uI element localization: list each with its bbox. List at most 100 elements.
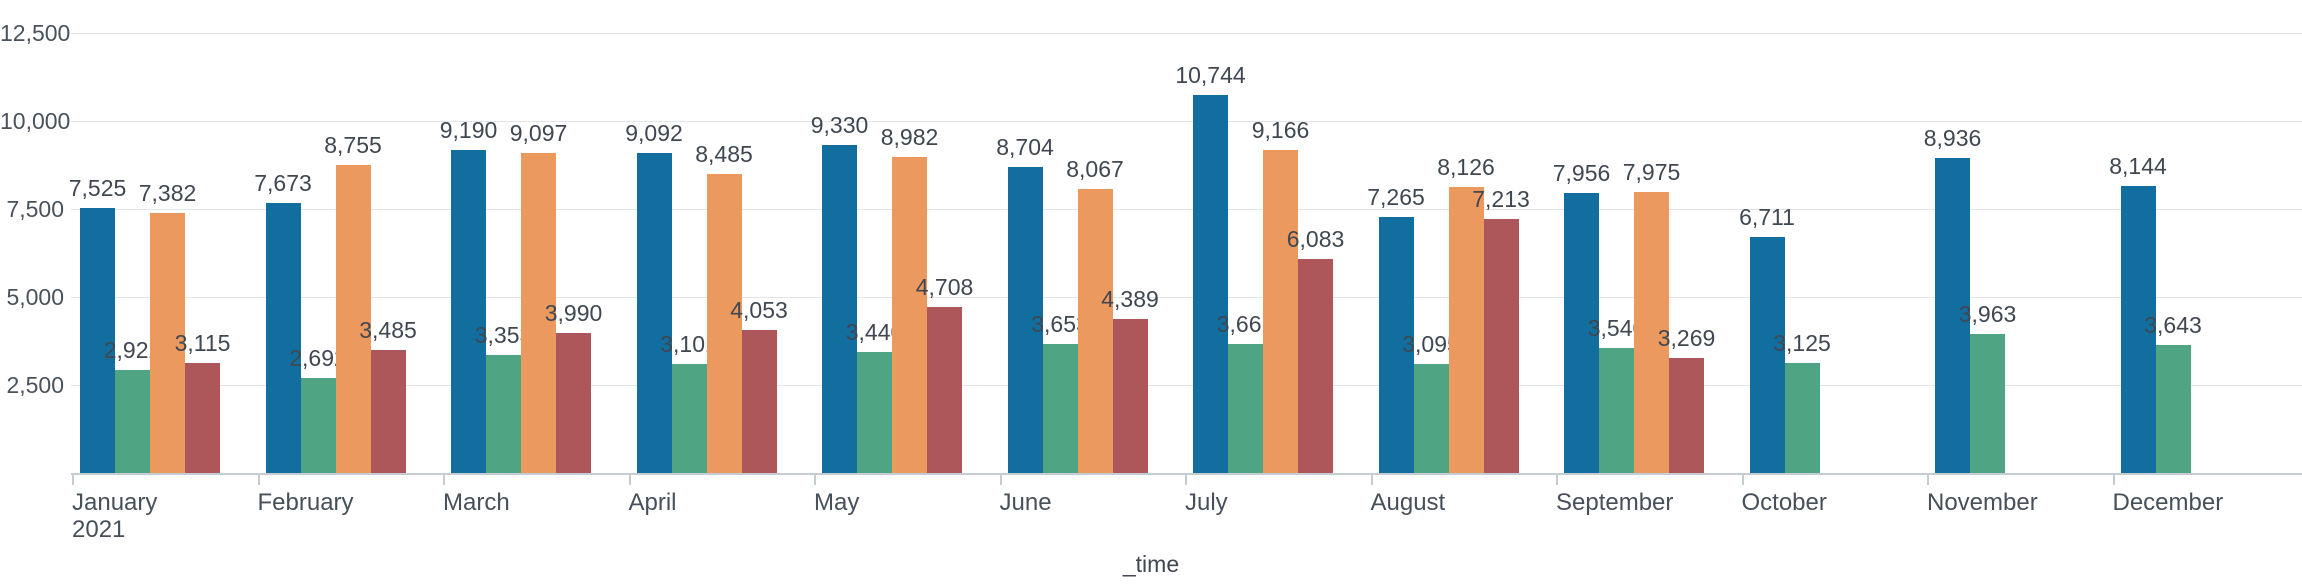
x-axis-label-august: August — [1370, 489, 1446, 516]
bar-value-label: 10,744 — [1175, 61, 1246, 88]
gridline-5000 — [71, 296, 2302, 298]
bar-december-series_green[interactable] — [2155, 344, 2191, 473]
bar-february-series_orange[interactable] — [335, 164, 371, 473]
bar-january-series_red[interactable] — [185, 363, 220, 473]
bar-march-series_red[interactable] — [556, 332, 591, 473]
gridline-12500 — [71, 32, 2302, 34]
bar-january-series_orange[interactable] — [150, 213, 185, 473]
bar-august-series_green[interactable] — [1413, 364, 1449, 473]
x-axis-tick-june — [999, 475, 1002, 485]
x-axis-tick-february — [257, 475, 260, 485]
bar-november-series_blue[interactable] — [1935, 158, 1970, 473]
bar-february-series_red[interactable] — [370, 350, 406, 473]
bar-value-label: 7,213 — [1472, 186, 1530, 213]
x-axis-label-september: September — [1556, 489, 1674, 516]
bar-value-label: 4,708 — [915, 274, 974, 301]
bar-september-series_orange[interactable] — [1634, 192, 1669, 473]
bar-november-series_green[interactable] — [1970, 333, 2005, 473]
bar-value-label: 8,067 — [1066, 156, 1124, 183]
bar-october-series_green[interactable] — [1784, 363, 1820, 473]
bar-value-label: 7,956 — [1552, 159, 1611, 186]
bar-april-series_orange[interactable] — [706, 174, 742, 473]
bar-july-series_orange[interactable] — [1263, 150, 1298, 473]
bar-value-label: 7,382 — [138, 180, 197, 207]
bar-april-series_green[interactable] — [671, 363, 707, 473]
bar-december-series_blue[interactable] — [2120, 186, 2156, 473]
bar-september-series_red[interactable] — [1669, 357, 1704, 473]
bar-value-label: 7,525 — [68, 175, 127, 202]
bar-value-label: 4,053 — [730, 297, 788, 324]
bar-value-label: 6,711 — [1739, 203, 1795, 230]
bar-value-label: 7,673 — [254, 169, 312, 196]
y-axis-tick-label: 12,500 — [0, 20, 71, 46]
x-axis-tick-december — [2112, 475, 2115, 485]
x-axis-label-may: May — [814, 489, 860, 516]
bar-april-series_blue[interactable] — [636, 152, 672, 473]
bar-january-series_blue[interactable] — [80, 208, 115, 473]
x-axis-tick-january — [72, 475, 74, 485]
x-axis-tick-august — [1370, 475, 1373, 485]
bar-may-series_blue[interactable] — [822, 144, 857, 473]
bar-march-series_blue[interactable] — [451, 149, 486, 473]
x-axis-label-october: October — [1741, 489, 1827, 516]
bar-value-label: 9,330 — [810, 111, 869, 138]
x-axis-label-january: January 2021 — [72, 489, 158, 543]
x-axis-line — [71, 473, 2302, 475]
gridline-2500 — [71, 384, 2302, 386]
bar-value-label: 8,485 — [695, 141, 753, 168]
bar-value-label: 3,115 — [174, 330, 231, 357]
x-axis-label-december: December — [2112, 489, 2224, 516]
x-axis-title: _time — [1122, 551, 1180, 577]
bar-value-label: 3,990 — [544, 299, 603, 326]
bar-value-label: 9,092 — [625, 119, 683, 146]
y-axis-tick-label: 5,000 — [6, 284, 64, 310]
bar-february-series_blue[interactable] — [265, 202, 301, 473]
bar-value-label: 7,265 — [1367, 184, 1425, 211]
x-axis-label-november: November — [1927, 489, 2038, 516]
bar-june-series_orange[interactable] — [1077, 189, 1113, 473]
bar-value-label: 3,485 — [359, 317, 417, 344]
bar-may-series_red[interactable] — [927, 307, 962, 473]
bar-may-series_green[interactable] — [857, 351, 892, 473]
bar-august-series_red[interactable] — [1483, 219, 1519, 473]
bar-value-label: 3,269 — [1657, 324, 1716, 351]
x-axis-tick-october — [1741, 475, 1744, 485]
bar-value-label: 8,126 — [1437, 153, 1495, 180]
bar-june-series_green[interactable] — [1042, 344, 1078, 473]
bar-september-series_green[interactable] — [1599, 348, 1634, 473]
x-axis-tick-may — [814, 475, 816, 485]
bar-october-series_blue[interactable] — [1749, 236, 1785, 473]
bar-june-series_blue[interactable] — [1007, 166, 1043, 473]
bar-value-label: 3,643 — [2144, 311, 2202, 338]
bar-august-series_blue[interactable] — [1378, 217, 1414, 473]
x-axis-label-march: March — [443, 489, 510, 516]
bar-july-series_blue[interactable] — [1193, 94, 1228, 473]
x-axis-tick-july — [1185, 475, 1187, 485]
bar-may-series_orange[interactable] — [892, 156, 927, 473]
bar-value-label: 3,125 — [1773, 330, 1831, 356]
bar-march-series_orange[interactable] — [521, 152, 556, 473]
bar-value-label: 9,097 — [509, 119, 568, 146]
bar-april-series_red[interactable] — [741, 330, 777, 473]
gridline-10000 — [71, 120, 2302, 122]
x-axis-label-july: July — [1185, 489, 1228, 516]
y-axis-tick-label: 7,500 — [6, 196, 64, 222]
bar-march-series_green[interactable] — [486, 354, 521, 473]
bar-value-label: 7,975 — [1622, 159, 1681, 186]
bar-september-series_blue[interactable] — [1564, 192, 1599, 473]
bar-value-label: 9,166 — [1251, 117, 1310, 144]
bar-february-series_green[interactable] — [300, 378, 336, 473]
bar-january-series_green[interactable] — [115, 370, 150, 473]
bar-value-label: 3,963 — [1958, 300, 2017, 327]
x-axis-tick-november — [1927, 475, 1929, 485]
bar-july-series_green[interactable] — [1228, 344, 1263, 473]
x-axis-tick-march — [443, 475, 445, 485]
bar-august-series_orange[interactable] — [1448, 186, 1484, 473]
bar-june-series_red[interactable] — [1112, 318, 1148, 473]
x-axis-label-february: February — [257, 489, 354, 516]
bar-july-series_red[interactable] — [1298, 258, 1333, 473]
bar-value-label: 4,389 — [1101, 285, 1159, 312]
gridline-7500 — [71, 208, 2302, 210]
